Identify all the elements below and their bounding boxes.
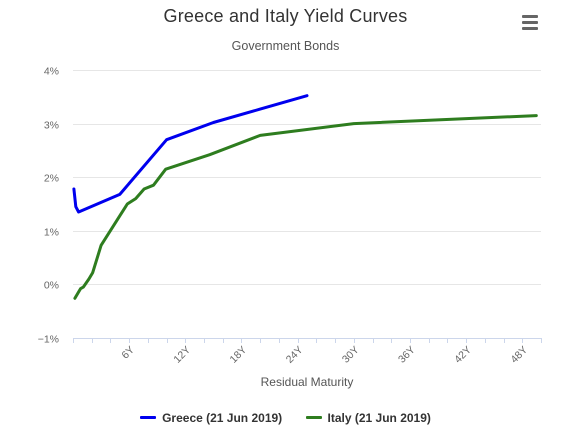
- y-tick-label: 0%: [44, 280, 59, 292]
- series-line-greece: [72, 94, 309, 214]
- x-tick-label: 12Y: [171, 344, 193, 366]
- y-tick-label: 1%: [44, 227, 59, 239]
- x-tick-label: 48Y: [508, 344, 530, 366]
- x-tick-label: 42Y: [452, 344, 474, 366]
- x-axis-title: Residual Maturity: [261, 375, 354, 389]
- series-line-italy: [73, 114, 538, 300]
- legend: Greece (21 Jun 2019) Italy (21 Jun 2019): [0, 408, 571, 425]
- chart-subtitle: Government Bonds: [231, 39, 340, 53]
- x-tick-label: 30Y: [340, 344, 362, 366]
- legend-swatch-greece: [140, 416, 157, 419]
- x-tick-label: 36Y: [396, 344, 418, 366]
- y-tick-label: −1%: [38, 334, 59, 346]
- y-tick-label: 4%: [44, 66, 59, 78]
- legend-label-italy: Italy (21 Jun 2019): [327, 410, 431, 425]
- legend-label-greece: Greece (21 Jun 2019): [162, 410, 283, 425]
- x-tick-label: 18Y: [228, 344, 250, 366]
- y-tick-label: 3%: [44, 120, 59, 132]
- hamburger-menu-icon[interactable]: [517, 10, 543, 34]
- chart-title: Greece and Italy Yield Curves: [163, 6, 408, 26]
- legend-swatch-italy: [305, 416, 322, 419]
- y-tick-label: 2%: [44, 173, 59, 185]
- legend-item-italy[interactable]: Italy (21 Jun 2019): [305, 410, 431, 425]
- legend-item-greece[interactable]: Greece (21 Jun 2019): [140, 411, 282, 425]
- x-tick-label: 24Y: [284, 344, 306, 366]
- x-tick-label: 6Y: [119, 344, 137, 362]
